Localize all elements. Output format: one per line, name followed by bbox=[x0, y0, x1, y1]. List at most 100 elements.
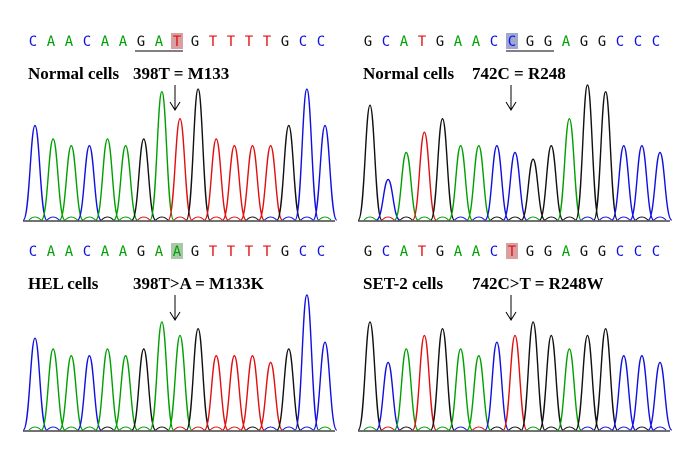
trace-noise bbox=[318, 216, 332, 221]
cell-label: HEL cells bbox=[28, 274, 99, 293]
base-letter: G bbox=[137, 34, 145, 50]
trace-noise bbox=[101, 426, 114, 431]
trace-peak bbox=[221, 355, 247, 431]
trace-noise bbox=[490, 426, 504, 431]
trace-noise bbox=[454, 216, 467, 221]
trace-noise bbox=[418, 426, 431, 431]
base-letter: T bbox=[227, 34, 236, 50]
trace-peak bbox=[393, 348, 419, 431]
base-letter: G bbox=[526, 244, 534, 260]
trace-peak bbox=[221, 145, 247, 221]
trace-peak bbox=[294, 88, 320, 221]
base-letter: A bbox=[65, 34, 74, 50]
trace-noise bbox=[544, 216, 558, 221]
base-letter: A bbox=[454, 34, 463, 50]
trace-noise bbox=[472, 216, 486, 221]
trace-noise bbox=[436, 426, 449, 431]
base-letter: C bbox=[299, 34, 307, 50]
base-letter: A bbox=[472, 244, 481, 260]
trace-peak bbox=[312, 124, 338, 221]
base-letter: A bbox=[562, 34, 571, 50]
base-letter: C bbox=[83, 244, 91, 260]
trace-peak bbox=[185, 88, 211, 221]
base-letter: C bbox=[29, 244, 37, 260]
trace-noise bbox=[436, 216, 449, 221]
base-letter: C bbox=[634, 34, 642, 50]
trace-peak bbox=[502, 334, 528, 431]
base-letter: C bbox=[652, 244, 660, 260]
trace-noise bbox=[508, 426, 522, 431]
trace-peak bbox=[22, 124, 48, 221]
trace-noise bbox=[635, 426, 649, 431]
trace-peak bbox=[258, 145, 284, 221]
trace-peak bbox=[430, 328, 455, 431]
trace-noise bbox=[526, 216, 540, 221]
trace-peak bbox=[556, 348, 582, 431]
base-letter: T bbox=[245, 34, 254, 50]
trace-peak bbox=[276, 348, 302, 431]
base-letter: G bbox=[544, 34, 552, 50]
trace-peak bbox=[629, 355, 655, 431]
trace-noise bbox=[282, 426, 296, 431]
trace-peak bbox=[149, 321, 175, 431]
trace-noise bbox=[526, 426, 540, 431]
trace-peak bbox=[185, 328, 211, 431]
trace-noise bbox=[64, 216, 78, 221]
base-letter: G bbox=[436, 244, 444, 260]
base-letter: G bbox=[191, 244, 199, 260]
trace-noise bbox=[599, 216, 612, 221]
highlight bbox=[171, 243, 183, 259]
base-letter: A bbox=[472, 34, 481, 50]
trace-peak bbox=[76, 355, 102, 431]
trace-peak bbox=[22, 337, 48, 431]
base-letter: T bbox=[227, 244, 236, 260]
trace-noise bbox=[228, 216, 241, 221]
trace-noise bbox=[563, 426, 576, 431]
base-letter: T bbox=[263, 244, 272, 260]
trace-peak bbox=[76, 145, 102, 221]
highlight bbox=[506, 33, 518, 49]
base-letter: A bbox=[47, 244, 56, 260]
trace-peak bbox=[647, 361, 673, 431]
trace-noise bbox=[209, 216, 223, 221]
base-letter: T bbox=[263, 34, 272, 50]
base-letter: G bbox=[364, 244, 372, 260]
base-letter: C bbox=[382, 34, 390, 50]
trace-peak bbox=[593, 328, 619, 431]
trace-peak bbox=[411, 334, 437, 431]
base-letter: T bbox=[418, 244, 427, 260]
trace-noise bbox=[46, 426, 60, 431]
base-letter: T bbox=[508, 244, 517, 260]
base-letter: G bbox=[580, 244, 588, 260]
trace-peak bbox=[375, 361, 401, 431]
trace-peak bbox=[203, 138, 229, 221]
trace-peak bbox=[113, 145, 139, 221]
trace-noise bbox=[635, 216, 649, 221]
trace-peak bbox=[58, 145, 84, 221]
trace-peak bbox=[556, 118, 582, 221]
base-letter: C bbox=[317, 244, 325, 260]
base-letter: T bbox=[245, 244, 254, 260]
trace-noise bbox=[508, 216, 522, 221]
trace-noise bbox=[418, 216, 431, 221]
trace-noise bbox=[246, 426, 259, 431]
trace-noise bbox=[137, 216, 151, 221]
base-letter: T bbox=[418, 34, 427, 50]
trace-peak bbox=[575, 334, 600, 431]
trace-peak bbox=[575, 84, 600, 221]
base-letter: A bbox=[454, 244, 463, 260]
trace-noise bbox=[173, 216, 187, 221]
trace-noise bbox=[28, 216, 42, 221]
trace-noise bbox=[155, 426, 169, 431]
trace-noise bbox=[617, 216, 631, 221]
trace-peak bbox=[95, 348, 120, 431]
trace-noise bbox=[563, 216, 576, 221]
base-letter: A bbox=[400, 34, 409, 50]
trace-noise bbox=[581, 426, 594, 431]
trace-noise bbox=[318, 426, 332, 431]
base-letter: A bbox=[47, 34, 56, 50]
base-letter: C bbox=[616, 34, 624, 50]
trace-peak bbox=[484, 145, 510, 221]
